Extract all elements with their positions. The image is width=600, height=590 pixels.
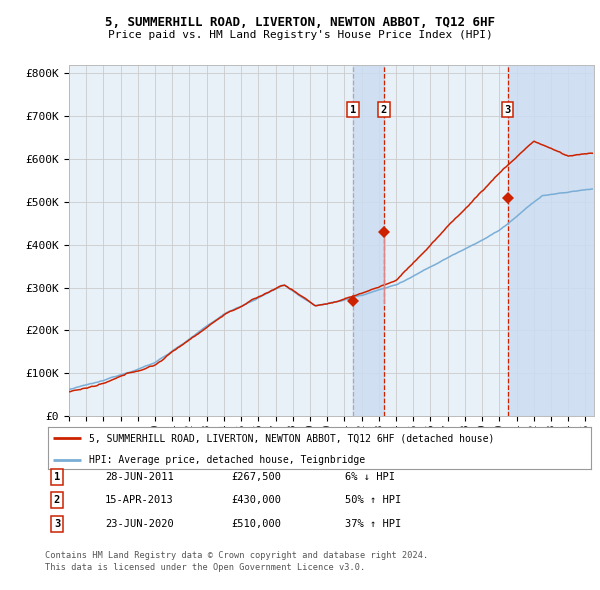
- Text: 3: 3: [505, 105, 511, 115]
- Text: Price paid vs. HM Land Registry's House Price Index (HPI): Price paid vs. HM Land Registry's House …: [107, 30, 493, 40]
- Bar: [353, 65, 384, 416]
- Text: £267,500: £267,500: [231, 472, 281, 481]
- Text: 37% ↑ HPI: 37% ↑ HPI: [345, 519, 401, 529]
- Text: 2: 2: [381, 105, 387, 115]
- Text: HPI: Average price, detached house, Teignbridge: HPI: Average price, detached house, Teig…: [89, 455, 365, 465]
- Text: 28-JUN-2011: 28-JUN-2011: [105, 472, 174, 481]
- Text: 6% ↓ HPI: 6% ↓ HPI: [345, 472, 395, 481]
- Text: 2: 2: [54, 496, 60, 505]
- Text: 15-APR-2013: 15-APR-2013: [105, 496, 174, 505]
- Text: 1: 1: [54, 472, 60, 481]
- Text: £510,000: £510,000: [231, 519, 281, 529]
- Text: £430,000: £430,000: [231, 496, 281, 505]
- Text: Contains HM Land Registry data © Crown copyright and database right 2024.: Contains HM Land Registry data © Crown c…: [45, 552, 428, 560]
- Text: 50% ↑ HPI: 50% ↑ HPI: [345, 496, 401, 505]
- Text: 5, SUMMERHILL ROAD, LIVERTON, NEWTON ABBOT, TQ12 6HF (detached house): 5, SUMMERHILL ROAD, LIVERTON, NEWTON ABB…: [89, 433, 494, 443]
- Text: 1: 1: [350, 105, 356, 115]
- Bar: [508, 65, 594, 416]
- Text: 23-JUN-2020: 23-JUN-2020: [105, 519, 174, 529]
- Text: This data is licensed under the Open Government Licence v3.0.: This data is licensed under the Open Gov…: [45, 563, 365, 572]
- Text: 3: 3: [54, 519, 60, 529]
- Text: 5, SUMMERHILL ROAD, LIVERTON, NEWTON ABBOT, TQ12 6HF: 5, SUMMERHILL ROAD, LIVERTON, NEWTON ABB…: [105, 16, 495, 29]
